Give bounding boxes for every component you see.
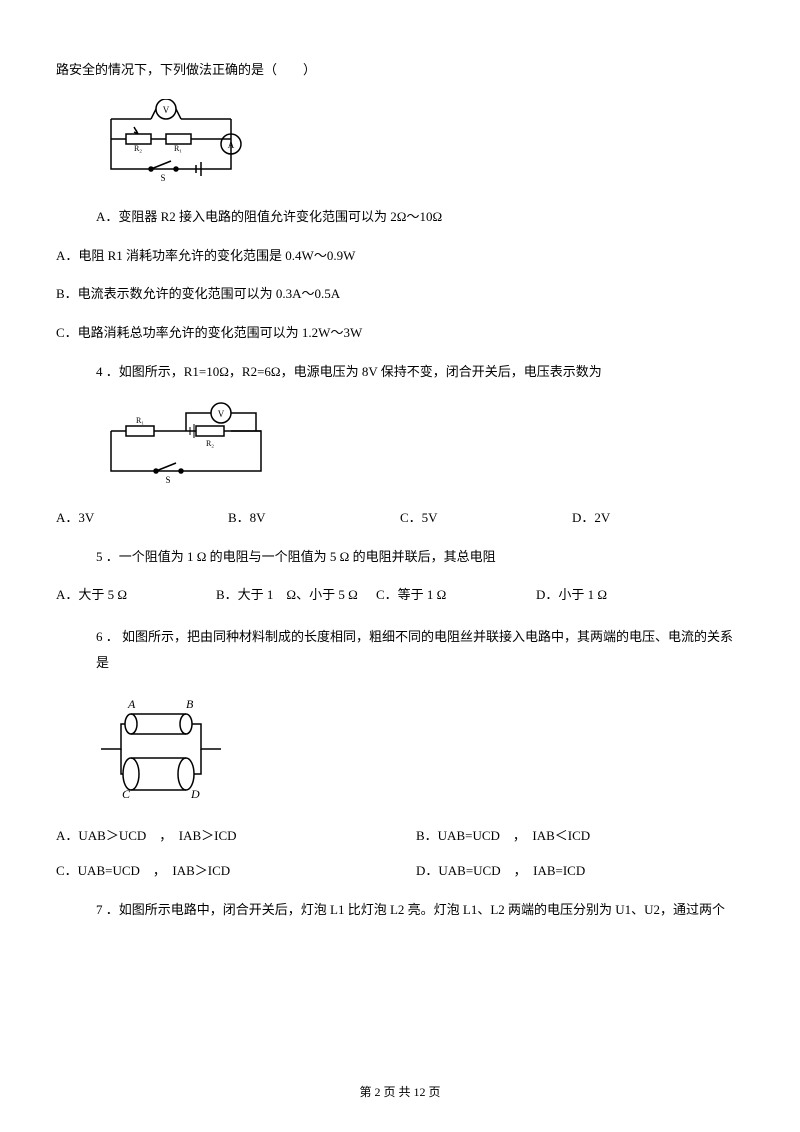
q4-option-c: C．5V bbox=[400, 508, 572, 529]
r2-label: R₁ bbox=[174, 144, 182, 153]
page-footer: 第 2 页 共 12 页 bbox=[0, 1083, 800, 1102]
r1-label: R₂ bbox=[134, 144, 142, 153]
switch-label-2: S bbox=[165, 475, 170, 485]
q5-option-d: D．小于 1 Ω bbox=[536, 585, 696, 606]
circuit-diagram-2: V R₁ R₂ S bbox=[96, 401, 744, 486]
label-c: C bbox=[122, 787, 131, 801]
q4-stem: 4 ．如图所示，R1=10Ω，R2=6Ω，电源电压为 8V 保持不变，闭合开关后… bbox=[56, 362, 744, 383]
label-b: B bbox=[186, 697, 194, 711]
q6-option-a: A．UAB＞UCD ， IAB＞ICD bbox=[56, 826, 416, 847]
switch-label: S bbox=[160, 173, 165, 183]
voltmeter-label: V bbox=[163, 105, 170, 115]
q3-option-a2: A．电阻 R1 消耗功率允许的变化范围是 0.4W～0.9W bbox=[56, 246, 744, 267]
r2-label-2: R₂ bbox=[206, 439, 214, 448]
q6-option-d: D．UAB=UCD ， IAB=ICD bbox=[416, 861, 585, 882]
q6-stem: 6 ． 如图所示，把由同种材料制成的长度相同，粗细不同的电阻丝并联接入电路中，其… bbox=[56, 624, 744, 676]
q6-option-c: C．UAB=UCD ， IAB＞ICD bbox=[56, 861, 416, 882]
q5-option-a: A．大于 5 Ω bbox=[56, 585, 216, 606]
q6-option-b: B．UAB=UCD ， IAB＜ICD bbox=[416, 826, 590, 847]
cylinders-diagram: A B C D bbox=[96, 694, 744, 804]
q7-stem: 7 ．如图所示电路中，闭合开关后，灯泡 L1 比灯泡 L2 亮。灯泡 L1、L2… bbox=[56, 900, 744, 921]
q3-option-a1: A．变阻器 R2 接入电路的阻值允许变化范围可以为 2Ω～10Ω bbox=[56, 207, 744, 228]
q3-option-c: C．电路消耗总功率允许的变化范围可以为 1.2W～3W bbox=[56, 323, 744, 344]
q3-intro: 路安全的情况下，下列做法正确的是（ ） bbox=[56, 60, 744, 81]
q3-option-b: B．电流表示数允许的变化范围可以为 0.3A～0.5A bbox=[56, 284, 744, 305]
r1-label-2: R₁ bbox=[136, 416, 144, 425]
q4-option-a: A．3V bbox=[56, 508, 228, 529]
label-a: A bbox=[127, 697, 136, 711]
q4-option-b: B．8V bbox=[228, 508, 400, 529]
circuit-diagram-1: V A R₂ R₁ S bbox=[96, 99, 744, 189]
voltmeter-label-2: V bbox=[218, 409, 225, 419]
q6-options-row2: C．UAB=UCD ， IAB＞ICD D．UAB=UCD ， IAB=ICD bbox=[56, 861, 744, 882]
label-d: D bbox=[190, 787, 200, 801]
q6-options-row1: A．UAB＞UCD ， IAB＞ICD B．UAB=UCD ， IAB＜ICD bbox=[56, 826, 744, 847]
ammeter-label: A bbox=[228, 140, 235, 150]
q5-option-b: B．大于 1 Ω、小于 5 Ω bbox=[216, 585, 376, 606]
q5-option-c: C．等于 1 Ω bbox=[376, 585, 536, 606]
q4-options: A．3V B．8V C．5V D．2V bbox=[56, 508, 744, 529]
q5-options: A．大于 5 Ω B．大于 1 Ω、小于 5 Ω C．等于 1 Ω D．小于 1… bbox=[56, 585, 744, 606]
q5-stem: 5 ．一个阻值为 1 Ω 的电阻与一个阻值为 5 Ω 的电阻并联后，其总电阻 bbox=[56, 547, 744, 568]
q4-option-d: D．2V bbox=[572, 508, 744, 529]
